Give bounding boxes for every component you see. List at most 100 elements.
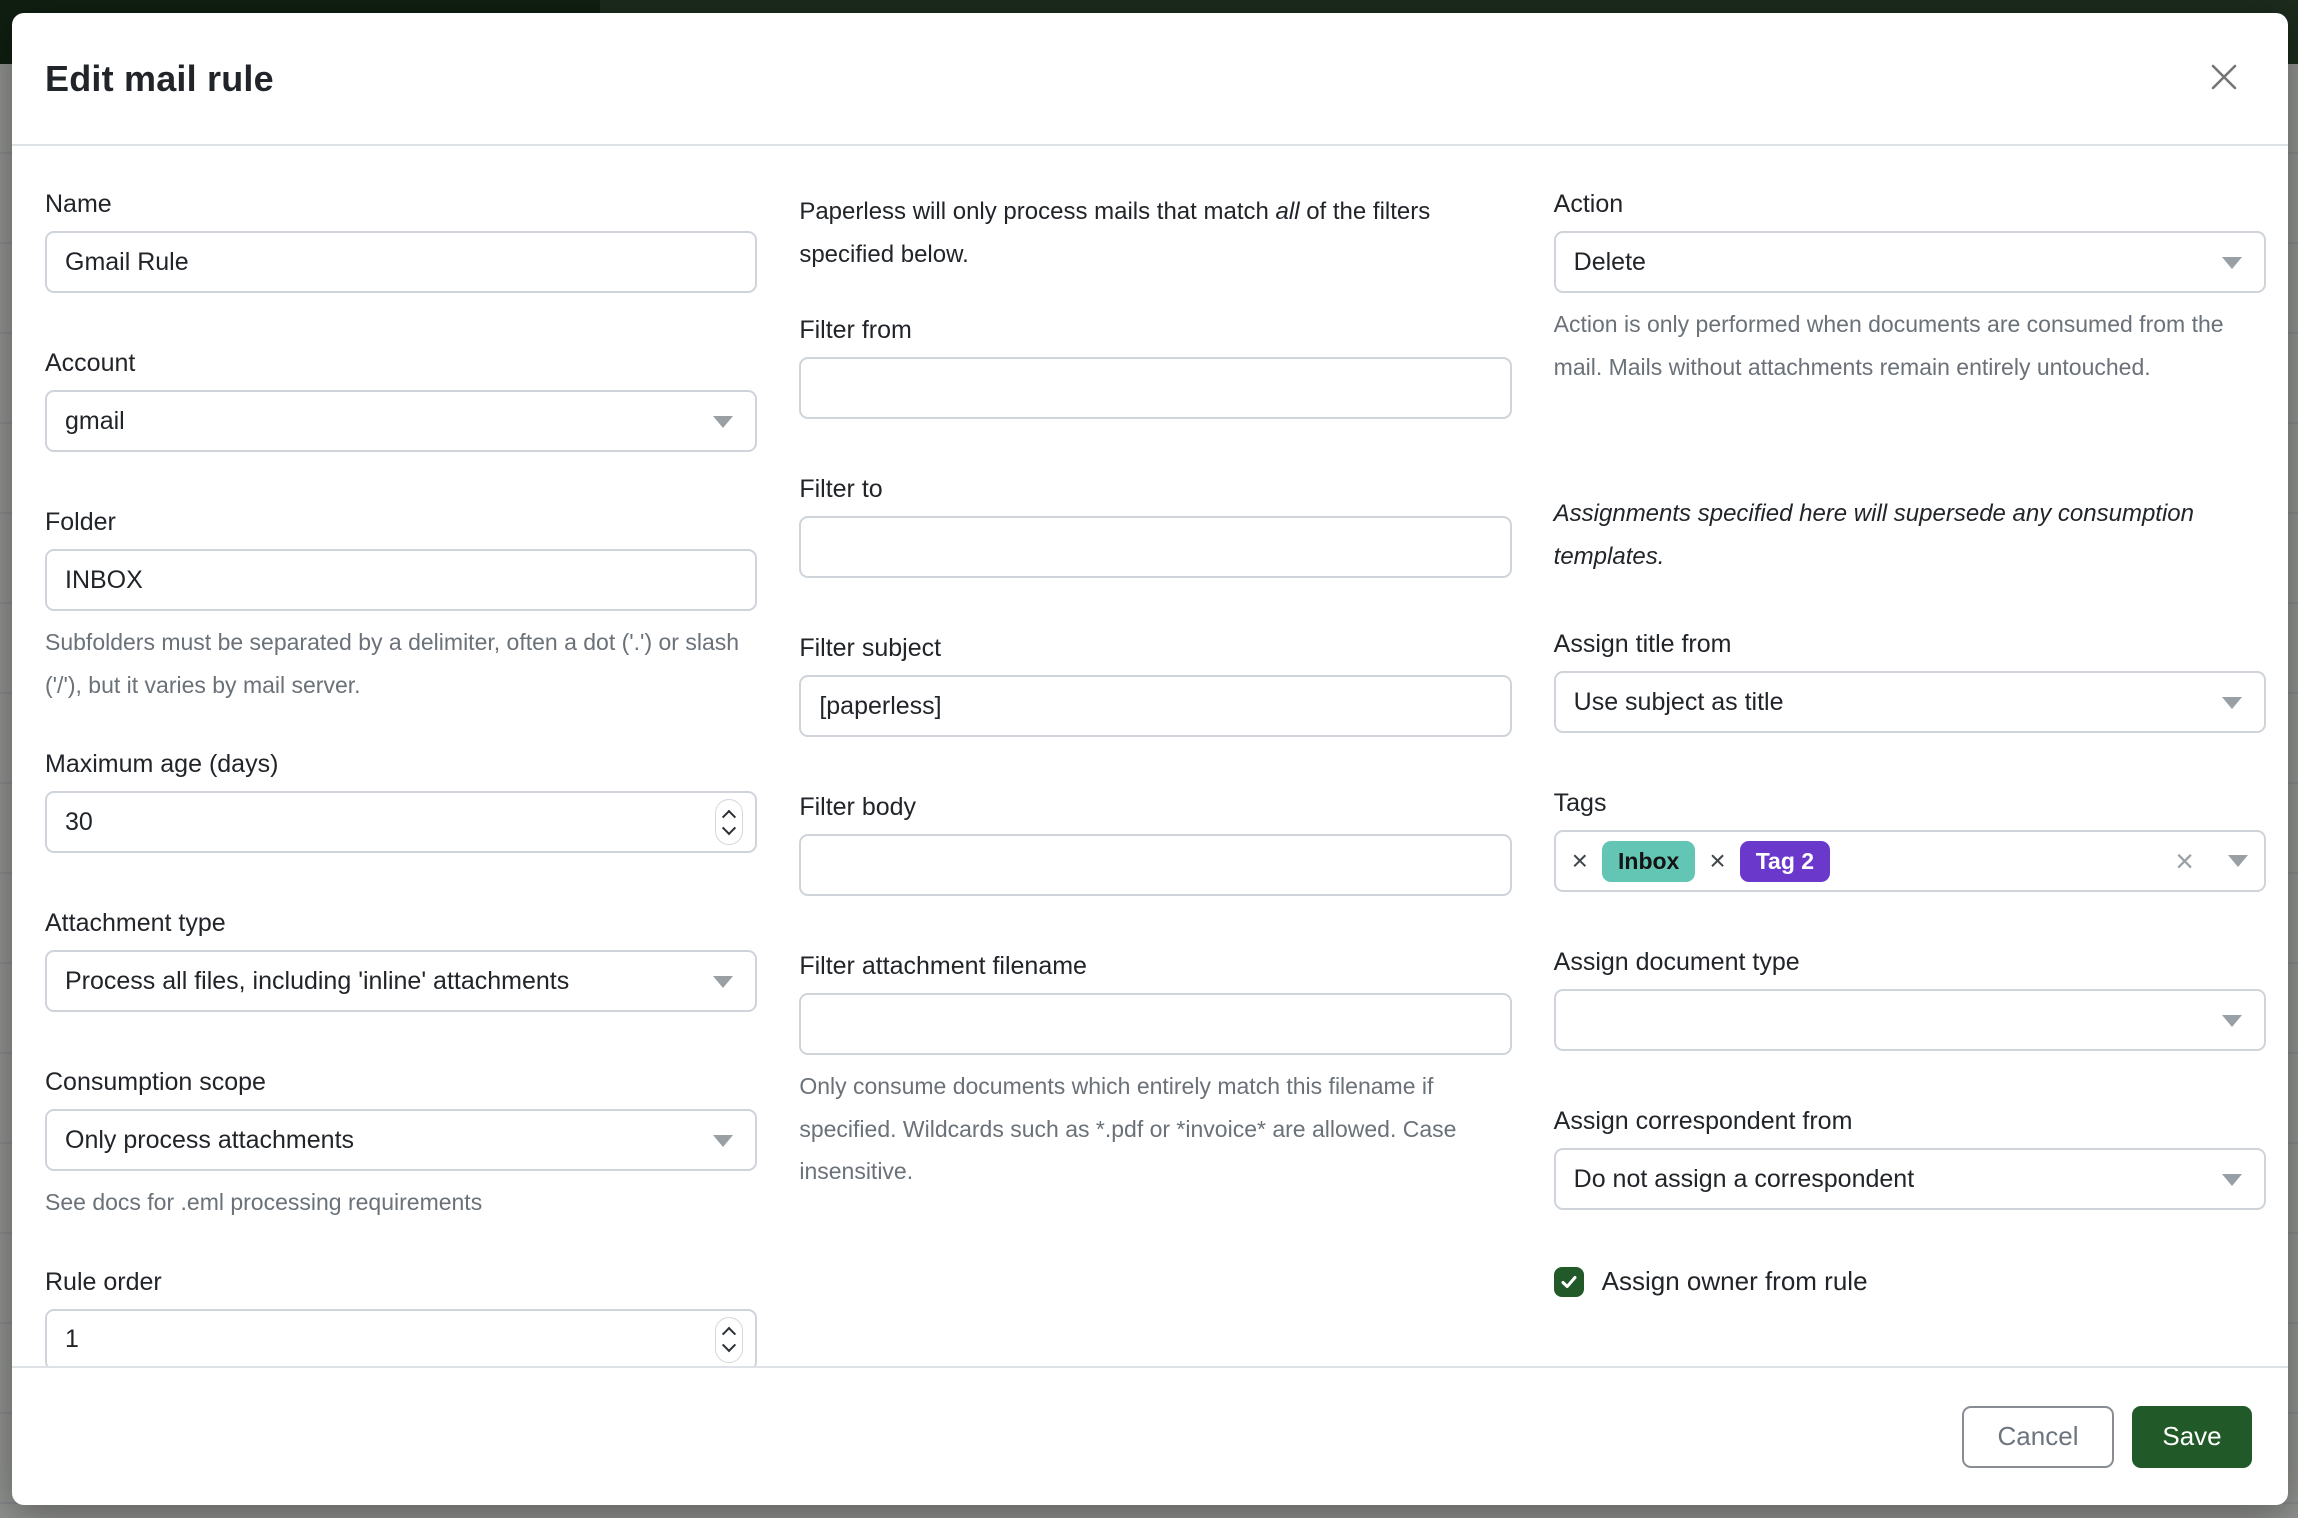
tag-remove-icon[interactable]: × xyxy=(1571,845,1589,877)
chevron-down-icon xyxy=(2221,257,2242,269)
column-general: Name Account gmail Folder Subfolders mus… xyxy=(45,190,758,1366)
assign-owner-checkbox[interactable] xyxy=(1553,1266,1584,1297)
filters-intro: Paperless will only process mails that m… xyxy=(799,190,1511,276)
filter-attachment-filename-help: Only consume documents which entirely ma… xyxy=(799,1073,1457,1185)
action-select[interactable]: Delete xyxy=(1553,231,2266,293)
folder-input[interactable] xyxy=(45,549,758,611)
tag-chip-inbox[interactable]: Inbox xyxy=(1602,840,1696,883)
folder-help: Subfolders must be separated by a delimi… xyxy=(45,629,740,698)
filter-body-input[interactable] xyxy=(799,834,1512,897)
rule-order-label: Rule order xyxy=(45,1267,162,1296)
filter-from-label: Filter from xyxy=(799,316,912,345)
spinner-down-icon xyxy=(722,820,737,835)
attachment-type-value: Process all files, including 'inline' at… xyxy=(65,966,570,995)
assign-owner-row: Assign owner from rule xyxy=(1553,1266,2266,1297)
folder-label: Folder xyxy=(45,508,116,536)
filter-body-label: Filter body xyxy=(799,793,917,822)
field-consumption-scope: Consumption scope Only process attachmen… xyxy=(45,1068,758,1224)
account-select[interactable]: gmail xyxy=(45,390,758,452)
modal-footer: Cancel Save xyxy=(12,1366,2288,1505)
field-action: Action Delete Action is only performed w… xyxy=(1553,190,2266,388)
field-assign-correspondent: Assign correspondent from Do not assign … xyxy=(1553,1107,2266,1211)
edit-mail-rule-modal: Edit mail rule Name Account gmail xyxy=(12,13,2288,1505)
column-filters: Paperless will only process mails that m… xyxy=(799,190,1512,1366)
filter-attachment-filename-label: Filter attachment filename xyxy=(799,952,1087,981)
close-button[interactable] xyxy=(2202,57,2246,101)
column-action-assignments: Action Delete Action is only performed w… xyxy=(1553,190,2266,1366)
field-name: Name xyxy=(45,190,758,293)
filter-to-label: Filter to xyxy=(799,475,883,504)
assign-correspondent-label: Assign correspondent from xyxy=(1553,1107,1853,1136)
clear-all-icon[interactable]: × xyxy=(2175,843,2194,880)
tag-chip-tag2[interactable]: Tag 2 xyxy=(1739,840,1831,883)
attachment-type-select[interactable]: Process all files, including 'inline' at… xyxy=(45,950,758,1013)
filters-intro-suffix: of the filters specified below. xyxy=(799,198,1431,269)
cancel-button[interactable]: Cancel xyxy=(1962,1405,2114,1468)
account-label: Account xyxy=(45,349,136,377)
filter-from-input[interactable] xyxy=(799,357,1512,420)
tag-remove-icon[interactable]: × xyxy=(1709,845,1726,877)
assignments-note: Assignments specified here will supersed… xyxy=(1553,500,2194,571)
field-account: Account gmail xyxy=(45,349,758,452)
tags-controls: × xyxy=(2175,845,2248,877)
field-max-age: Maximum age (days) 30 xyxy=(45,750,758,854)
modal-header: Edit mail rule xyxy=(12,13,2288,146)
assign-title-label: Assign title from xyxy=(1553,630,1732,659)
assign-correspondent-value: Do not assign a correspondent xyxy=(1573,1164,1915,1193)
chevron-down-icon xyxy=(713,976,734,989)
name-label: Name xyxy=(45,190,112,218)
number-spinner[interactable] xyxy=(715,799,744,846)
name-input[interactable] xyxy=(45,231,758,293)
max-age-input[interactable]: 30 xyxy=(45,791,758,854)
rule-order-value: 1 xyxy=(65,1325,79,1354)
field-filter-attachment-filename: Filter attachment filename Only consume … xyxy=(799,952,1512,1193)
filters-intro-prefix: Paperless will only process mails that m… xyxy=(799,198,1276,225)
account-select-value: gmail xyxy=(65,406,125,435)
modal-body: Name Account gmail Folder Subfolders mus… xyxy=(12,146,2288,1366)
consumption-scope-help: See docs for .eml processing requirement… xyxy=(45,1189,483,1216)
filters-intro-italic: all xyxy=(1275,198,1300,225)
field-filter-body: Filter body xyxy=(799,793,1512,897)
field-filter-from: Filter from xyxy=(799,316,1512,420)
tags-label: Tags xyxy=(1553,789,1607,818)
chevron-down-icon xyxy=(713,416,734,428)
number-spinner[interactable] xyxy=(715,1316,744,1363)
chevron-down-icon xyxy=(713,1135,734,1148)
assign-correspondent-select[interactable]: Do not assign a correspondent xyxy=(1553,1148,2266,1211)
chevron-down-icon xyxy=(2221,1015,2242,1028)
consumption-scope-select[interactable]: Only process attachments xyxy=(45,1109,758,1172)
check-icon xyxy=(1561,1275,1577,1288)
assign-doc-type-label: Assign document type xyxy=(1553,948,1800,977)
consumption-scope-value: Only process attachments xyxy=(65,1125,355,1154)
field-attachment-type: Attachment type Process all files, inclu… xyxy=(45,909,758,1013)
assign-doc-type-select[interactable] xyxy=(1553,989,2266,1052)
chevron-down-icon xyxy=(2221,1174,2242,1187)
assign-title-select[interactable]: Use subject as title xyxy=(1553,671,2266,734)
field-rule-order: Rule order 1 xyxy=(45,1267,758,1366)
filter-subject-input[interactable] xyxy=(799,675,1512,738)
filter-subject-label: Filter subject xyxy=(799,634,942,663)
action-label: Action xyxy=(1553,190,1624,218)
assign-owner-label: Assign owner from rule xyxy=(1601,1266,1868,1297)
rule-order-input[interactable]: 1 xyxy=(45,1308,758,1366)
consumption-scope-label: Consumption scope xyxy=(45,1068,266,1097)
close-icon xyxy=(2207,60,2241,97)
max-age-value: 30 xyxy=(65,807,93,836)
attachment-type-label: Attachment type xyxy=(45,909,226,938)
tags-multiselect[interactable]: × Inbox × Tag 2 × xyxy=(1553,830,2266,893)
chevron-down-icon xyxy=(2221,697,2242,710)
chevron-down-icon[interactable] xyxy=(2227,855,2248,868)
field-assign-title: Assign title from Use subject as title xyxy=(1553,630,2266,734)
filter-to-input[interactable] xyxy=(799,516,1512,579)
field-folder: Folder Subfolders must be separated by a… xyxy=(45,508,758,706)
filter-attachment-filename-input[interactable] xyxy=(799,993,1512,1056)
save-button[interactable]: Save xyxy=(2132,1405,2252,1468)
assign-title-value: Use subject as title xyxy=(1573,687,1784,716)
field-filter-subject: Filter subject xyxy=(799,634,1512,738)
field-assign-doc-type: Assign document type xyxy=(1553,948,2266,1052)
spinner-down-icon xyxy=(722,1338,737,1353)
action-select-value: Delete xyxy=(1573,247,1646,276)
modal-title: Edit mail rule xyxy=(45,57,274,99)
field-filter-to: Filter to xyxy=(799,475,1512,579)
